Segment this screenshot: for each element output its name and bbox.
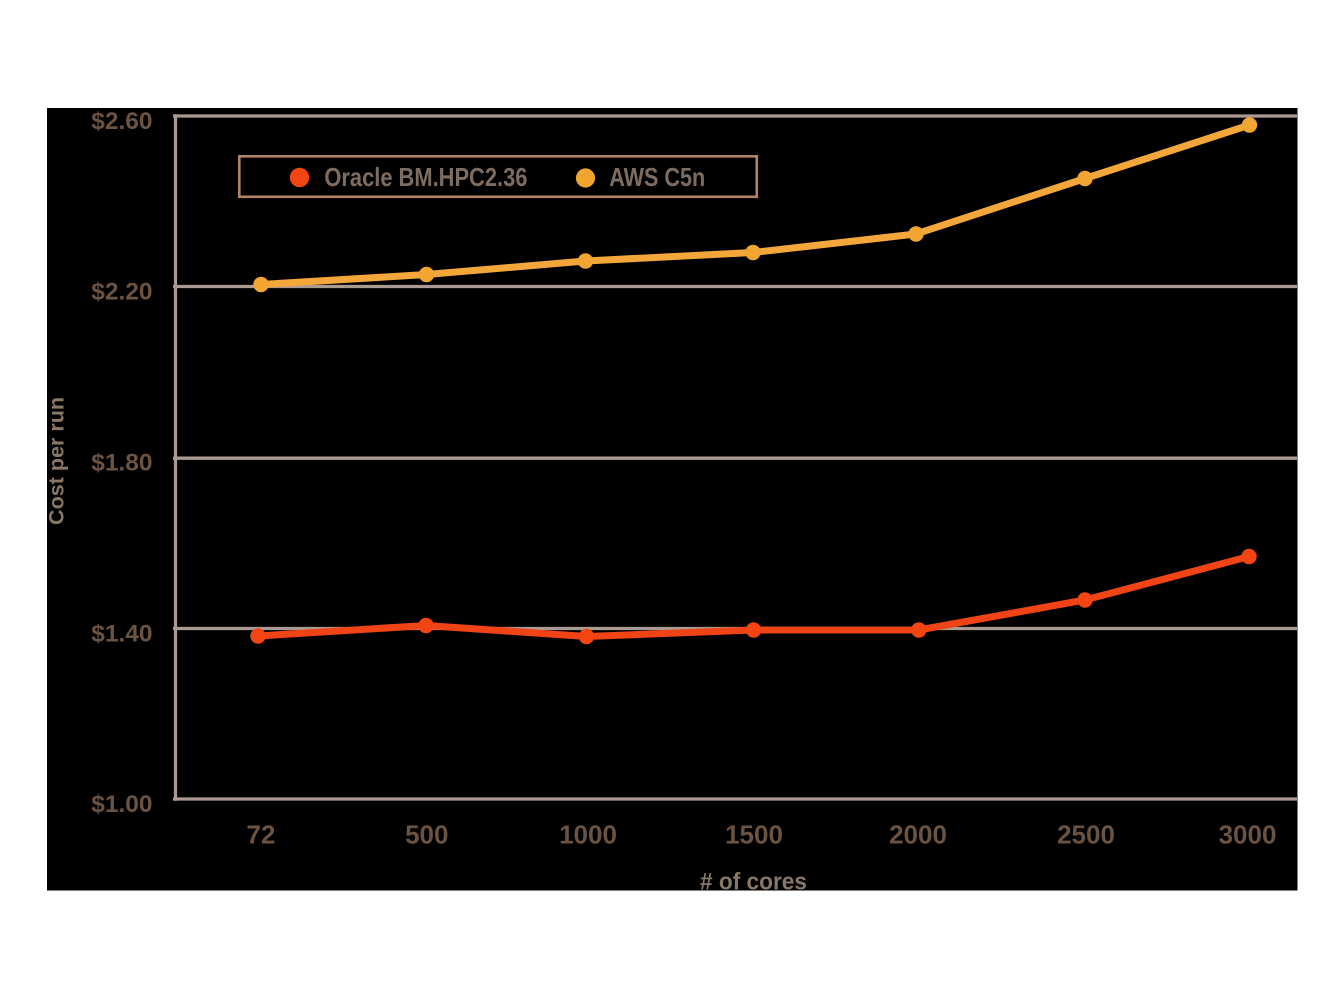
svg-text:72: 72 — [247, 820, 276, 850]
svg-text:$2.20: $2.20 — [91, 279, 152, 306]
svg-text:$1.00: $1.00 — [91, 791, 152, 818]
svg-text:$1.40: $1.40 — [91, 621, 152, 648]
svg-text:AWS C5n: AWS C5n — [609, 162, 705, 192]
svg-text:500: 500 — [405, 820, 448, 850]
svg-text:2500: 2500 — [1057, 820, 1115, 850]
svg-text:$2.60: $2.60 — [91, 108, 152, 135]
svg-text:1000: 1000 — [559, 820, 617, 850]
svg-text:3000: 3000 — [1219, 820, 1277, 850]
svg-text:2000: 2000 — [889, 820, 947, 850]
svg-text:Oracle BM.HPC2.36: Oracle BM.HPC2.36 — [324, 162, 527, 192]
svg-text:# of cores: # of cores — [700, 869, 807, 896]
svg-text:Cost per run: Cost per run — [46, 397, 69, 525]
svg-text:1500: 1500 — [725, 820, 783, 850]
svg-text:$1.80: $1.80 — [91, 450, 152, 477]
